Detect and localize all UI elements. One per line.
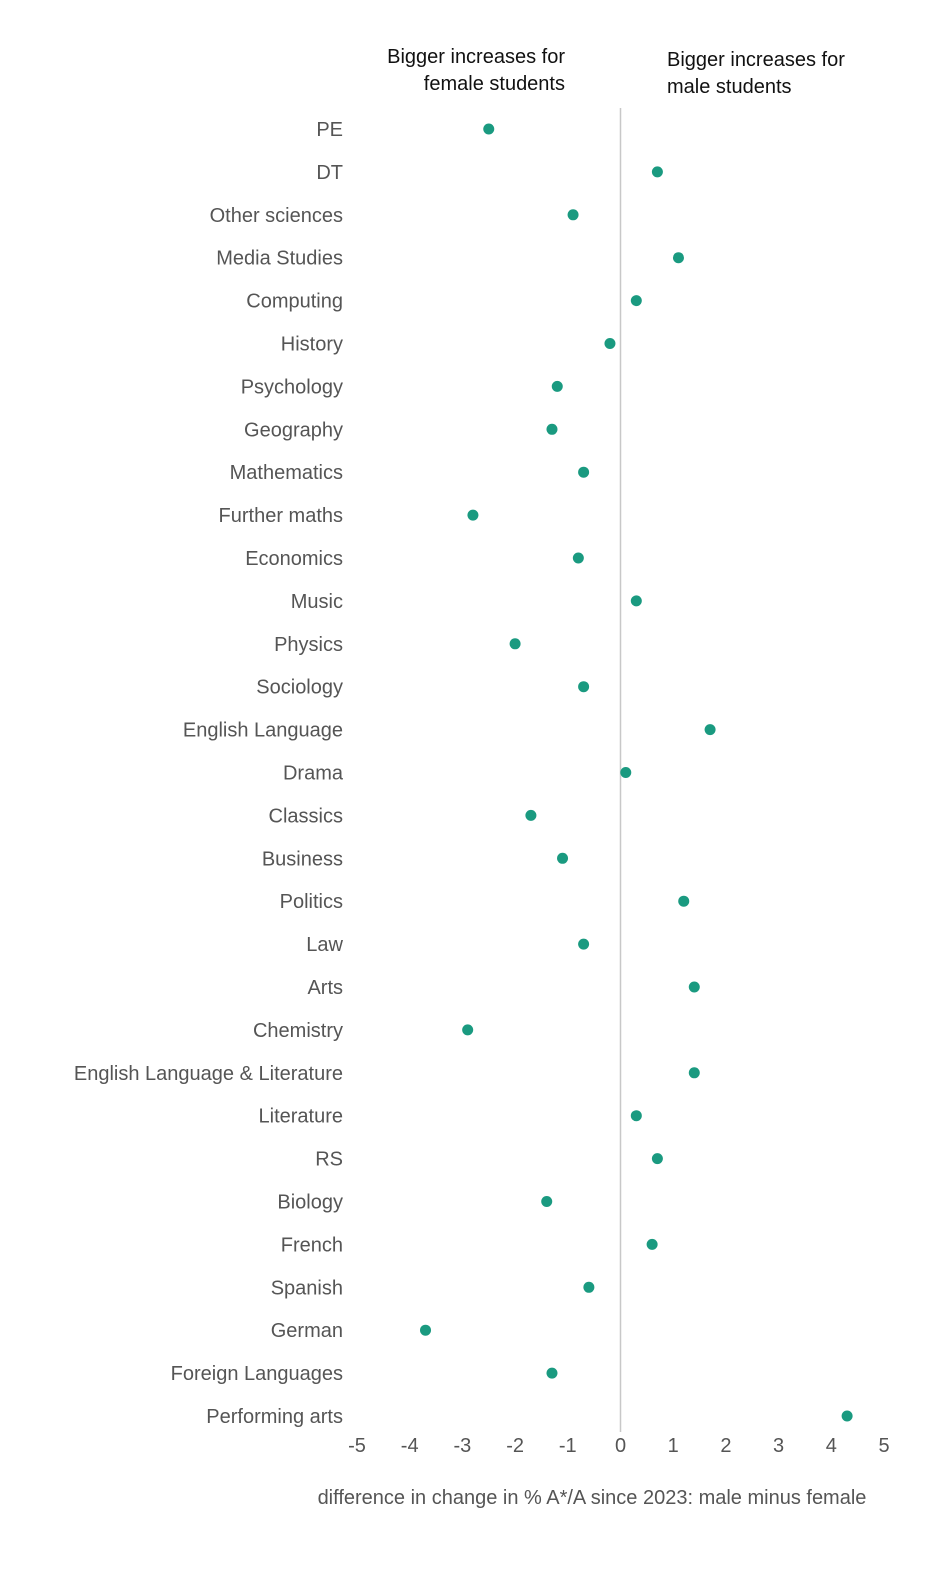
category-label-mathematics: Mathematics [230,462,343,484]
x-tick-label: -4 [401,1435,419,1457]
category-label-geography: Geography [244,419,343,441]
data-point-other-sciences [567,209,579,221]
x-tick-label: 2 [720,1435,731,1457]
female-annotation-line-1: Bigger increases for [387,46,565,68]
male-annotation-line-1: Bigger increases for [667,49,845,71]
data-point-german [420,1324,432,1336]
category-label-performing-arts: Performing arts [206,1406,343,1428]
x-axis-label: difference in change in % A*/A since 202… [318,1487,867,1509]
data-point-biology [541,1196,553,1207]
category-label-media-studies: Media Studies [216,248,343,270]
data-point-arts [688,981,700,993]
female-annotation-line-2: female students [424,73,565,95]
category-label-foreign-languages: Foreign Languages [171,1363,343,1385]
category-label-physics: Physics [274,634,343,656]
data-point-physics [509,638,521,650]
data-point-english-language-literature [688,1067,700,1079]
data-point-foreign-languages [546,1367,558,1379]
annotations: Bigger increases for female students Big… [387,46,845,98]
category-label-german: German [271,1320,343,1342]
data-point-history [604,338,616,349]
data-point-computing [630,295,642,307]
data-point-chemistry [462,1024,474,1036]
data-point-dt [651,166,663,178]
x-tick-label: -3 [454,1435,472,1457]
category-labels: PE DT Other sciences Media Studies Computing… [74,119,344,1428]
x-tick-label: 3 [773,1435,784,1457]
data-point-law [578,938,590,950]
category-label-psychology: Psychology [241,376,343,398]
data-point-media-studies [672,252,684,264]
data-point-music [630,595,642,607]
category-label-music: Music [291,591,343,613]
category-label-drama: Drama [283,763,344,785]
data-point-french [646,1238,658,1250]
category-label-politics: Politics [280,891,343,913]
category-label-pe: PE [316,119,343,141]
data-point-mathematics [578,466,590,478]
category-label-other-sciences: Other sciences [210,205,343,227]
category-label-chemistry: Chemistry [253,1020,343,1042]
data-point-literature [630,1110,642,1122]
category-label-economics: Economics [245,548,343,570]
category-label-literature: Literature [259,1106,344,1128]
category-label-spanish: Spanish [271,1277,343,1299]
category-label-rs: RS [315,1149,343,1171]
x-tick-label: -5 [348,1435,366,1457]
data-point-classics [525,809,537,821]
category-label-arts: Arts [307,977,343,999]
male-annotation-line-2: male students [667,76,792,98]
data-point-politics [678,895,690,907]
x-tick-label: 1 [668,1435,679,1457]
data-point-drama [620,767,632,778]
category-label-law: Law [306,934,343,956]
category-label-dt: DT [316,162,343,184]
data-point-pe [483,123,495,135]
x-tick-label: -1 [559,1435,577,1457]
category-label-classics: Classics [269,805,343,827]
category-label-computing: Computing [246,291,343,313]
x-tick-label: -2 [506,1435,524,1457]
category-label-business: Business [262,848,343,870]
category-label-further-maths: Further maths [219,505,343,527]
category-label-english-language: English Language [183,720,343,742]
data-point-english-language [704,724,716,736]
x-axis-tick-labels: -5 -4 -3 -2 -1 0 1 2 3 4 5 [348,1435,889,1457]
category-label-biology: Biology [277,1192,343,1214]
x-tick-label: 4 [826,1435,837,1457]
data-point-rs [651,1153,663,1165]
category-label-sociology: Sociology [256,677,343,699]
data-point-psychology [551,380,563,392]
data-point-performing-arts [841,1410,853,1422]
category-label-english-language-literature: English Language & Literature [74,1063,343,1085]
x-tick-label: 5 [878,1435,889,1457]
data-point-spanish [583,1281,595,1293]
data-point-economics [572,552,584,564]
category-label-history: History [281,334,343,356]
category-label-french: French [281,1234,343,1256]
data-point-sociology [578,681,590,693]
data-point-business [557,852,569,864]
data-points [420,123,853,1422]
data-point-geography [546,423,558,435]
data-point-further-maths [467,509,479,521]
x-tick-label: 0 [615,1435,626,1457]
